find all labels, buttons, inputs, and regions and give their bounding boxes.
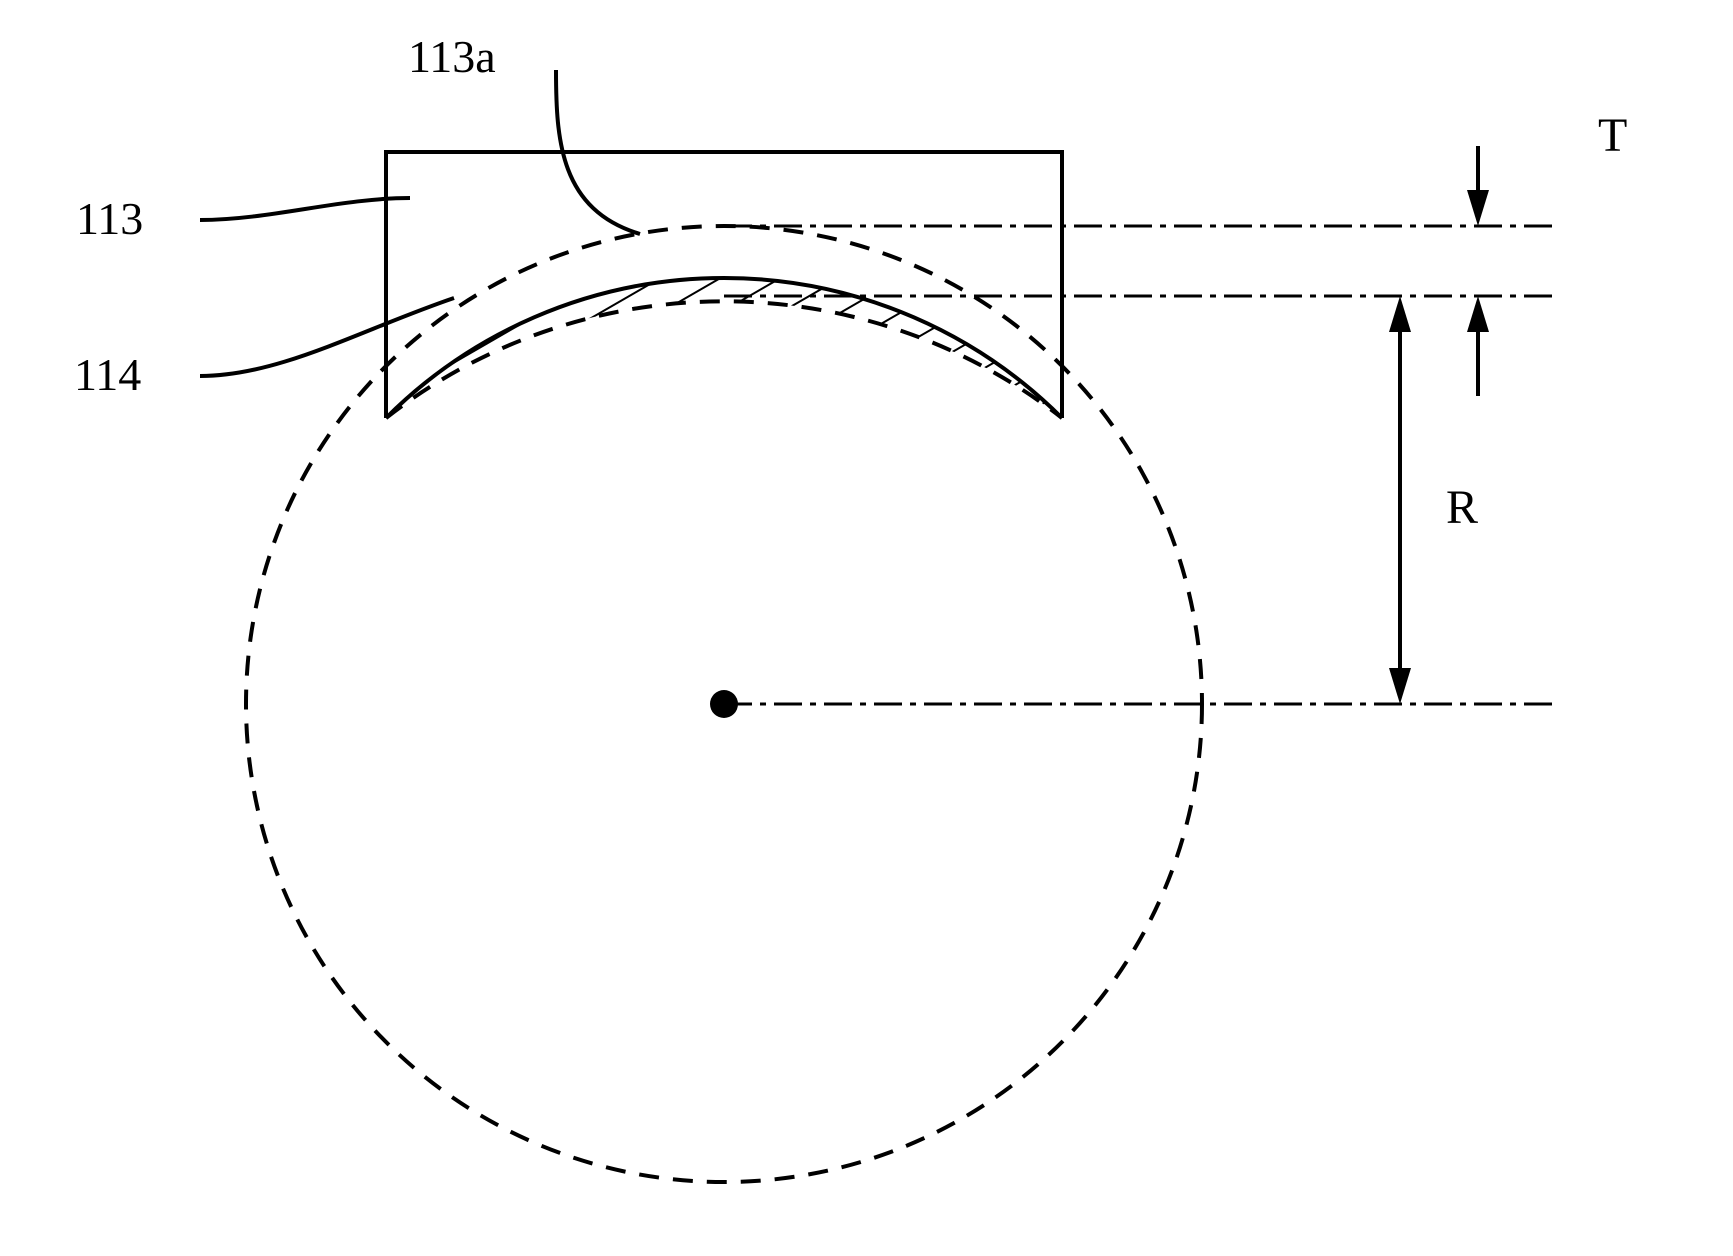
label-t: T <box>1598 108 1627 163</box>
label-114: 114 <box>74 348 141 401</box>
diagram-canvas <box>0 0 1733 1256</box>
callout-113-leader <box>200 198 410 220</box>
label-r: R <box>1446 480 1478 535</box>
dimension-t <box>1467 146 1489 396</box>
label-113: 113 <box>76 192 143 245</box>
hatched-region-114 <box>386 278 1062 418</box>
arc-113a <box>386 301 1062 418</box>
label-113a: 113a <box>408 30 496 83</box>
dimension-r <box>1389 296 1411 704</box>
